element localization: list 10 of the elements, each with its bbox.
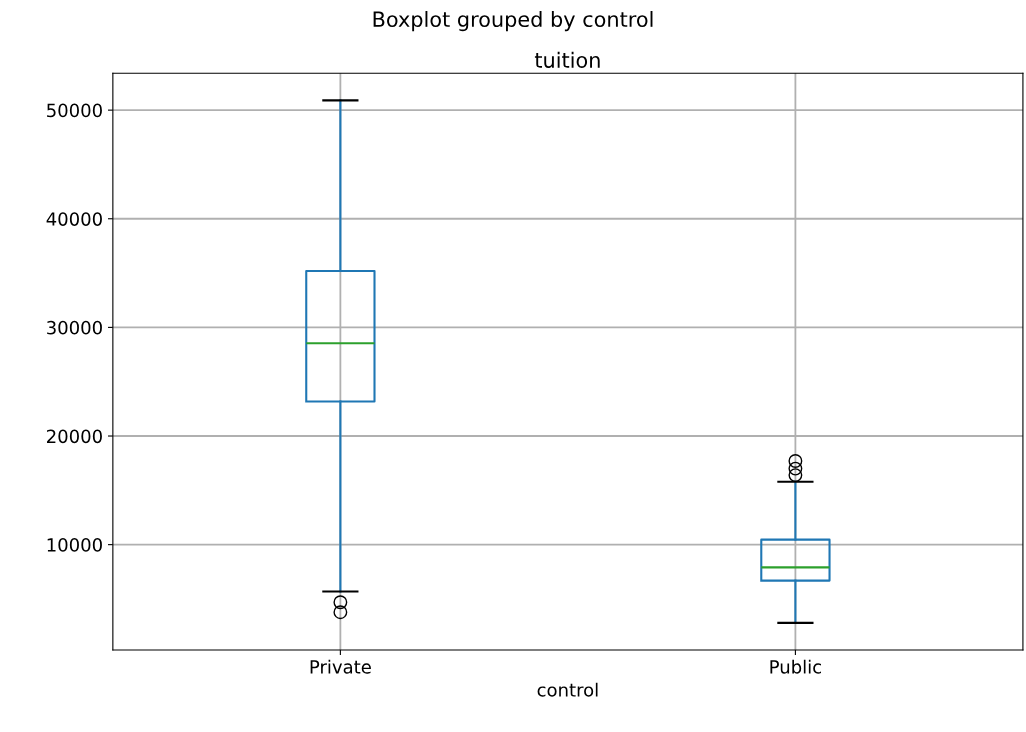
y-tick-label: 50000 (47, 103, 102, 118)
x-tick-label: Private (310, 659, 371, 674)
chart-title: Boxplot grouped by control (373, 10, 653, 32)
y-tick-label: 10000 (47, 538, 102, 552)
y-tick-label: 30000 (47, 320, 102, 335)
y-tick-label: 20000 (47, 429, 102, 444)
x-axis-title: control (537, 682, 598, 697)
y-tick-label: 40000 (46, 212, 102, 226)
chart-subtitle: tuition (534, 51, 600, 68)
x-tick-label: Public (770, 659, 822, 674)
